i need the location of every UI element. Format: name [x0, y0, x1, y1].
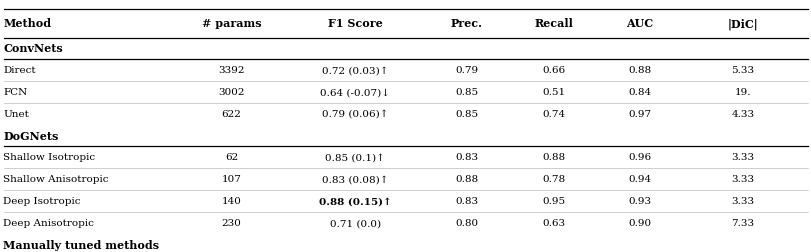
Text: 0.85: 0.85 [455, 88, 478, 97]
Text: 4.33: 4.33 [731, 110, 753, 119]
Text: Unet: Unet [3, 110, 29, 119]
Text: Shallow Isotropic: Shallow Isotropic [3, 153, 95, 162]
Text: Direct: Direct [3, 66, 36, 75]
Text: 0.85 (0.1)↑: 0.85 (0.1)↑ [325, 153, 384, 162]
Text: 0.93: 0.93 [627, 197, 650, 206]
Text: 0.83 (0.08)↑: 0.83 (0.08)↑ [322, 175, 388, 184]
Text: 0.84: 0.84 [627, 88, 650, 97]
Text: 0.83: 0.83 [455, 197, 478, 206]
Text: 3392: 3392 [218, 66, 244, 75]
Text: 0.83: 0.83 [455, 153, 478, 162]
Text: 0.72 (0.03)↑: 0.72 (0.03)↑ [322, 66, 388, 75]
Text: 0.80: 0.80 [455, 219, 478, 228]
Text: 3.33: 3.33 [731, 175, 753, 184]
Text: 0.78: 0.78 [542, 175, 565, 184]
Text: AUC: AUC [625, 18, 652, 29]
Text: 0.97: 0.97 [627, 110, 650, 119]
Text: Deep Isotropic: Deep Isotropic [3, 197, 80, 206]
Text: 3.33: 3.33 [731, 197, 753, 206]
Text: 0.88: 0.88 [455, 175, 478, 184]
Text: 19.: 19. [734, 88, 750, 97]
Text: 0.88: 0.88 [627, 66, 650, 75]
Text: 0.88: 0.88 [542, 153, 565, 162]
Text: 0.90: 0.90 [627, 219, 650, 228]
Text: FCN: FCN [3, 88, 28, 97]
Text: 5.33: 5.33 [731, 66, 753, 75]
Text: 0.66: 0.66 [542, 66, 565, 75]
Text: DoGNets: DoGNets [3, 131, 58, 142]
Text: 140: 140 [221, 197, 241, 206]
Text: Recall: Recall [534, 18, 573, 29]
Text: 0.74: 0.74 [542, 110, 565, 119]
Text: 107: 107 [221, 175, 241, 184]
Text: Manually tuned methods: Manually tuned methods [3, 240, 159, 251]
Text: 0.85: 0.85 [455, 110, 478, 119]
Text: 3002: 3002 [218, 88, 244, 97]
Text: Prec.: Prec. [450, 18, 483, 29]
Text: 0.51: 0.51 [542, 88, 565, 97]
Text: 7.33: 7.33 [731, 219, 753, 228]
Text: Deep Anisotropic: Deep Anisotropic [3, 219, 94, 228]
Text: F1 Score: F1 Score [328, 18, 382, 29]
Text: Method: Method [3, 18, 51, 29]
Text: 3.33: 3.33 [731, 153, 753, 162]
Text: 230: 230 [221, 219, 241, 228]
Text: Shallow Anisotropic: Shallow Anisotropic [3, 175, 109, 184]
Text: 0.71 (0.0): 0.71 (0.0) [329, 219, 380, 228]
Text: 622: 622 [221, 110, 241, 119]
Text: 0.94: 0.94 [627, 175, 650, 184]
Text: 0.88 (0.15)↑: 0.88 (0.15)↑ [319, 197, 391, 206]
Text: 0.63: 0.63 [542, 219, 565, 228]
Text: 62: 62 [225, 153, 238, 162]
Text: # params: # params [201, 18, 261, 29]
Text: 0.79 (0.06)↑: 0.79 (0.06)↑ [322, 110, 388, 119]
Text: ConvNets: ConvNets [3, 43, 63, 54]
Text: 0.79: 0.79 [455, 66, 478, 75]
Text: 0.95: 0.95 [542, 197, 565, 206]
Text: |DiC|: |DiC| [727, 18, 757, 30]
Text: 0.64 (-0.07)↓: 0.64 (-0.07)↓ [320, 88, 390, 97]
Text: 0.96: 0.96 [627, 153, 650, 162]
